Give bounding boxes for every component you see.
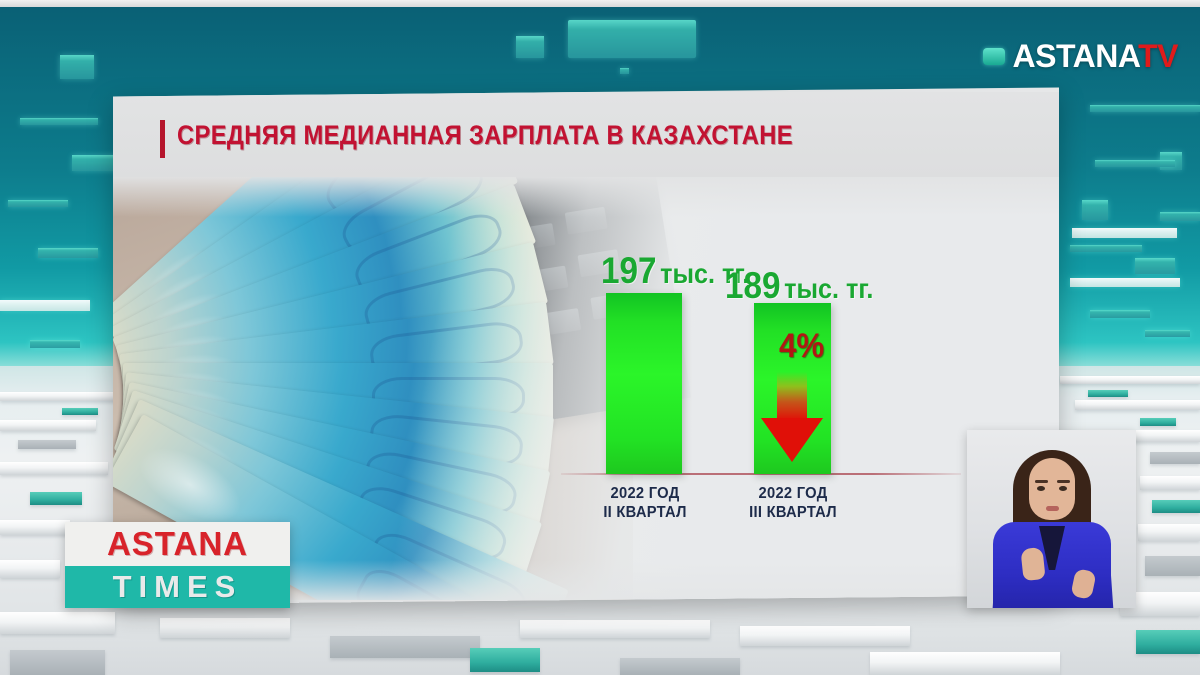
- floor-slab: [620, 658, 740, 675]
- channel-logo-text: ASTANATV: [1012, 38, 1179, 75]
- floor-slab: [0, 420, 96, 431]
- floating-slab: [0, 300, 90, 311]
- channel-logo: ASTANATV: [982, 38, 1179, 75]
- floor-slab: [0, 462, 108, 475]
- floor-slab: [1140, 418, 1176, 426]
- channel-mark-icon: [982, 48, 1005, 65]
- floating-slab: [1090, 310, 1150, 318]
- bar-caption-q3: 2022 ГОД III КВАРТАЛ: [739, 484, 848, 522]
- floor-slab: [1075, 400, 1200, 410]
- panel-header: СРЕДНЯЯ МЕДИАННАЯ ЗАРПЛАТА В КАЗАХСТАНЕ: [113, 92, 1059, 177]
- floating-slab: [8, 200, 68, 207]
- floating-slab: [1070, 278, 1180, 287]
- title-accent-bar: [160, 120, 165, 158]
- floating-slab: [20, 118, 98, 125]
- floor-slab: [470, 648, 540, 672]
- floating-slab: [1095, 160, 1175, 167]
- interpreter-mouth: [1046, 506, 1059, 511]
- bar-value-unit-q3: тыс. тг.: [784, 273, 874, 304]
- sign-language-interpreter-box: [967, 430, 1136, 608]
- floor-slab: [1150, 452, 1200, 464]
- floating-slab: [1145, 330, 1190, 337]
- floor-slab: [0, 392, 120, 401]
- arrow-stem: [777, 372, 807, 420]
- floating-slab: [72, 155, 124, 171]
- photo-top-fade: [113, 177, 1059, 217]
- floating-slab: [30, 340, 80, 348]
- floor-slab: [0, 520, 70, 535]
- decrease-arrow-icon: [761, 372, 823, 462]
- floating-slab: [1090, 105, 1200, 112]
- floating-slab: [38, 248, 98, 258]
- bar-chart: 197 тыс. тг. 2022 ГОД II КВАРТАЛ 189 тыс. …: [553, 222, 1023, 605]
- program-logo: ASTANA TIMES: [65, 522, 290, 608]
- floor-slab: [1088, 390, 1128, 397]
- floor-slab: [0, 612, 115, 634]
- bar-caption-line1-q3: 2022 ГОД: [758, 485, 828, 502]
- floating-slab: [516, 36, 544, 58]
- floor-slab: [30, 492, 82, 505]
- floor-slab: [740, 626, 910, 646]
- program-logo-bottom: TIMES: [65, 566, 290, 608]
- floating-slab: [1082, 200, 1108, 220]
- interpreter-brow-right: [1057, 480, 1070, 483]
- bar-value-label-q3: 189 тыс. тг.: [725, 265, 873, 307]
- page-title: СРЕДНЯЯ МЕДИАННАЯ ЗАРПЛАТА В КАЗАХСТАНЕ: [177, 120, 793, 150]
- program-logo-top: ASTANA: [65, 522, 290, 566]
- floor-slab: [520, 620, 710, 638]
- floating-slab: [60, 55, 94, 79]
- top-edge-strip: [0, 0, 1200, 7]
- floor-slab: [1138, 524, 1200, 541]
- floor-slab: [62, 408, 98, 415]
- floor-slab: [18, 440, 76, 449]
- decrease-percent-label: 4%: [778, 327, 825, 365]
- floating-slab: [620, 68, 629, 74]
- interpreter-eye-left: [1037, 486, 1045, 491]
- floating-slab: [1160, 212, 1200, 221]
- channel-logo-primary: ASTANA: [1012, 38, 1139, 74]
- floor-slab: [160, 618, 290, 638]
- floor-slab: [330, 636, 480, 658]
- floor-slab: [1140, 476, 1200, 490]
- bar-caption-line2-q3: III КВАРТАЛ: [749, 504, 837, 521]
- bar-value-number-q2: 197: [601, 250, 657, 291]
- bar-value-number-q3: 189: [725, 265, 781, 306]
- floor-slab: [1145, 556, 1200, 576]
- floating-slab: [568, 20, 696, 58]
- floating-slab: [1072, 228, 1177, 238]
- arrow-head: [761, 418, 823, 462]
- program-logo-line1: ASTANA: [106, 525, 249, 562]
- channel-logo-secondary: TV: [1138, 38, 1178, 74]
- bar-caption-line1-q2: 2022 ГОД: [610, 485, 680, 502]
- floating-slab: [1135, 258, 1175, 274]
- floor-slab: [870, 652, 1060, 675]
- bar-caption-q2: 2022 ГОД II КВАРТАЛ: [591, 484, 700, 522]
- floor-slab: [1152, 500, 1200, 513]
- interpreter-eye-right: [1059, 486, 1067, 491]
- interpreter-left-hand: [1020, 546, 1046, 582]
- floating-slab: [1070, 245, 1142, 252]
- program-logo-line2: TIMES: [112, 569, 243, 604]
- bar-caption-line2-q2: II КВАРТАЛ: [603, 504, 687, 521]
- floor-slab: [0, 560, 60, 578]
- floor-slab: [1136, 630, 1200, 654]
- interpreter-brow-left: [1035, 480, 1048, 483]
- bar-q2: [606, 293, 682, 474]
- floor-slab: [1060, 376, 1200, 384]
- floor-slab: [10, 650, 105, 675]
